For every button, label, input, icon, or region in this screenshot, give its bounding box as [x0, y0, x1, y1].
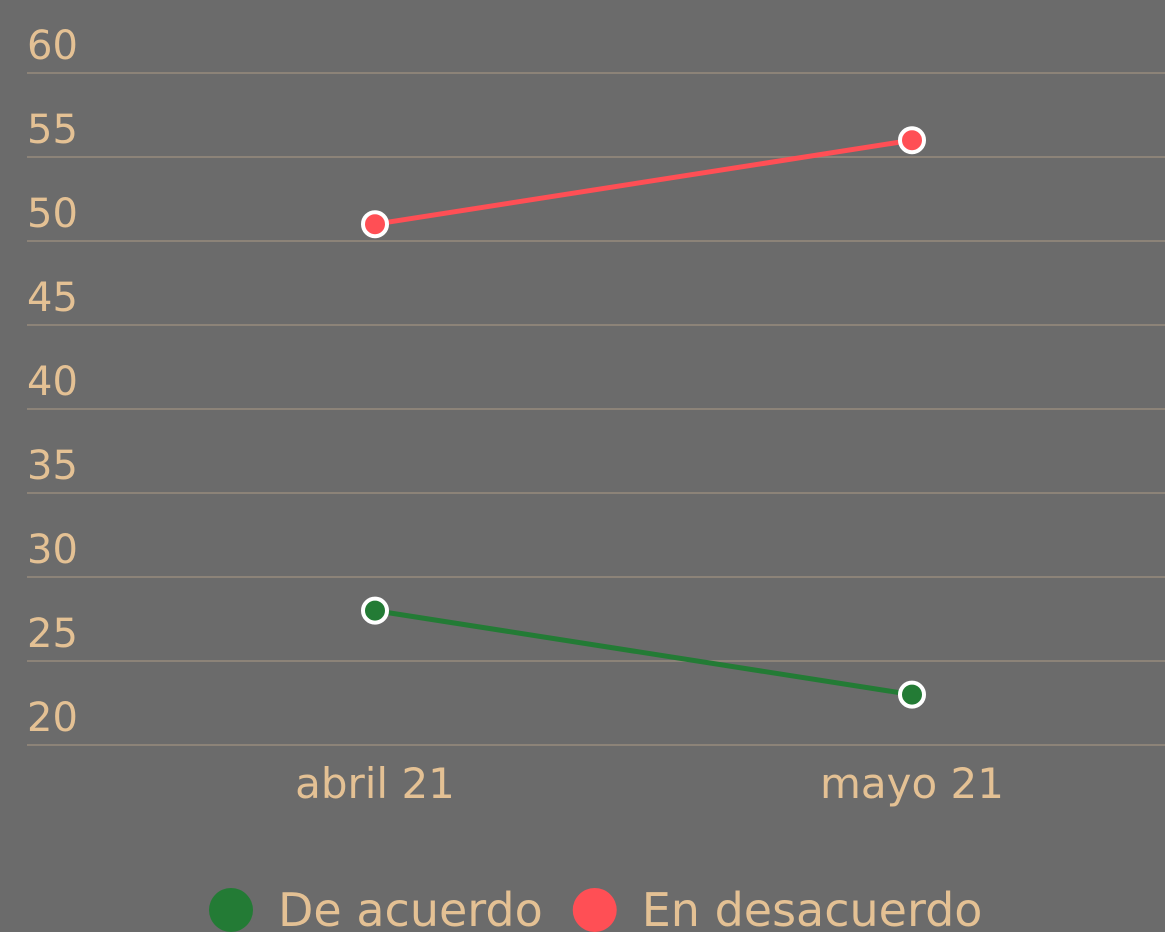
series-line	[374, 137, 913, 227]
data-point	[898, 126, 926, 155]
data-point	[898, 680, 926, 709]
data-point	[361, 210, 389, 239]
y-tick-label: 40	[27, 359, 78, 405]
legend-label: De acuerdo	[278, 883, 543, 932]
x-tick-label: abril 21	[295, 759, 455, 808]
legend-swatch	[209, 888, 253, 932]
y-tick-label: 20	[27, 695, 78, 741]
x-tick-label: mayo 21	[820, 759, 1004, 808]
y-tick-label: 55	[27, 107, 78, 153]
y-tick-label: 30	[27, 527, 78, 573]
y-tick-label: 50	[27, 191, 78, 237]
legend-swatch	[572, 888, 617, 932]
y-tick-label: 35	[27, 443, 78, 489]
y-tick-label: 60	[27, 23, 78, 69]
data-point	[361, 596, 389, 625]
series-line	[374, 608, 913, 698]
y-tick-label: 45	[27, 275, 78, 321]
y-tick-label: 25	[27, 611, 78, 657]
legend-label: En desacuerdo	[642, 883, 983, 932]
